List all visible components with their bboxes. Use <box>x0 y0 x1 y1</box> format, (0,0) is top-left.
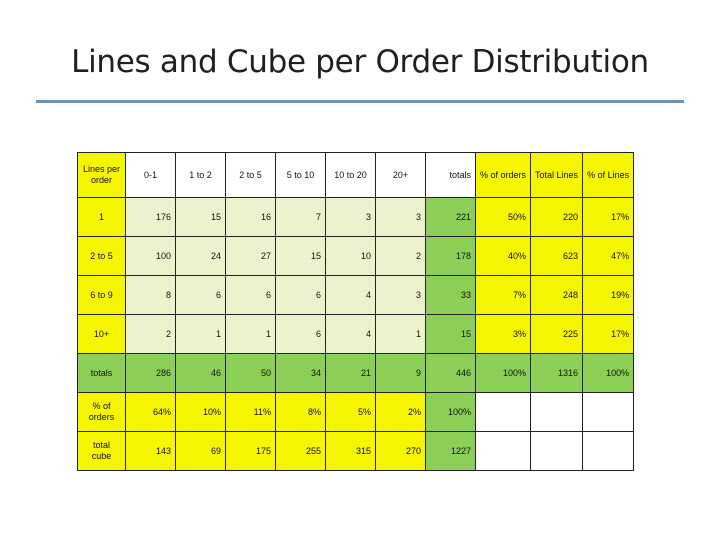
pct-orders-header: % of orders <box>474 152 532 198</box>
table-cell: 8% <box>275 392 326 432</box>
corner-header: Lines per order <box>77 152 126 198</box>
table-cell: 27 <box>225 236 276 276</box>
empty-cell <box>530 392 584 432</box>
table-cell: 16 <box>225 197 276 237</box>
pct-orders-cell: 100% <box>474 353 532 393</box>
table-cell: 4 <box>325 275 376 315</box>
total-lines-header: Total Lines <box>530 152 584 198</box>
empty-cell <box>474 431 532 471</box>
table-cell: 10% <box>175 392 226 432</box>
table-cell: 1 <box>375 314 426 354</box>
table-cell: 64% <box>125 392 176 432</box>
cube-header: 10 to 20 <box>325 152 376 198</box>
total-lines-cell: 225 <box>530 314 584 354</box>
total-cube-row: total cube 143 69 175 255 315 270 1227 <box>77 431 635 471</box>
table-cell: 286 <box>125 353 176 393</box>
table-cell: 2 <box>375 236 426 276</box>
row-label: total cube <box>77 431 126 471</box>
total-lines-cell: 1316 <box>530 353 584 393</box>
table-cell: 143 <box>125 431 176 471</box>
table-cell: 21 <box>325 353 376 393</box>
table-cell: 9 <box>375 353 426 393</box>
cube-header: 2 to 5 <box>225 152 276 198</box>
table-cell: 6 <box>175 275 226 315</box>
row-label: 2 to 5 <box>77 236 126 276</box>
pct-orders-cell: 3% <box>474 314 532 354</box>
row-label: totals <box>77 353 126 393</box>
table-cell: 255 <box>275 431 326 471</box>
table-cell: 6 <box>275 275 326 315</box>
table-row: 2 to 5 100 24 27 15 10 2 178 40% 623 47% <box>77 236 635 276</box>
row-total: 33 <box>425 275 476 315</box>
total-lines-cell: 248 <box>530 275 584 315</box>
slide-title: Lines and Cube per Order Distribution <box>71 44 649 80</box>
distribution-table: Lines per order 0-1 1 to 2 2 to 5 5 to 1… <box>77 152 635 471</box>
table-row: 10+ 2 1 1 6 4 1 15 3% 225 17% <box>77 314 635 354</box>
empty-cell <box>530 431 584 471</box>
cube-header: 5 to 10 <box>275 152 326 198</box>
pct-lines-cell: 19% <box>582 275 635 315</box>
row-label: 1 <box>77 197 126 237</box>
table-cell: 5% <box>325 392 376 432</box>
pct-lines-cell: 17% <box>582 314 635 354</box>
table-cell: 2 <box>125 314 176 354</box>
pct-lines-cell: 100% <box>582 353 635 393</box>
pct-lines-header: % of Lines <box>582 152 635 198</box>
pct-orders-cell: 40% <box>474 236 532 276</box>
table-cell: 7 <box>275 197 326 237</box>
table-cell: 2% <box>375 392 426 432</box>
table-cell: 24 <box>175 236 226 276</box>
table-cell: 1 <box>225 314 276 354</box>
row-total: 100% <box>425 392 476 432</box>
row-total: 1227 <box>425 431 476 471</box>
table-cell: 3 <box>325 197 376 237</box>
table-cell: 10 <box>325 236 376 276</box>
table-cell: 175 <box>225 431 276 471</box>
row-label: 10+ <box>77 314 126 354</box>
empty-cell <box>582 392 635 432</box>
cube-header: 0-1 <box>125 152 176 198</box>
row-total: 178 <box>425 236 476 276</box>
table-cell: 1 <box>175 314 226 354</box>
row-label: % of orders <box>77 392 126 432</box>
table-cell: 15 <box>175 197 226 237</box>
table-cell: 34 <box>275 353 326 393</box>
cube-header: 20+ <box>375 152 426 198</box>
table-cell: 11% <box>225 392 276 432</box>
table-cell: 4 <box>325 314 376 354</box>
table-cell: 6 <box>275 314 326 354</box>
totals-row: totals 286 46 50 34 21 9 446 100% 1316 1… <box>77 353 635 393</box>
table-cell: 6 <box>225 275 276 315</box>
empty-cell <box>474 392 532 432</box>
table-cell: 15 <box>275 236 326 276</box>
pct-orders-row: % of orders 64% 10% 11% 8% 5% 2% 100% <box>77 392 635 432</box>
pct-lines-cell: 17% <box>582 197 635 237</box>
cube-header: 1 to 2 <box>175 152 226 198</box>
table-row: 6 to 9 8 6 6 6 4 3 33 7% 248 19% <box>77 275 635 315</box>
table-row: 1 176 15 16 7 3 3 221 50% 220 17% <box>77 197 635 237</box>
title-divider <box>36 100 684 103</box>
table-cell: 3 <box>375 197 426 237</box>
header-row: Lines per order 0-1 1 to 2 2 to 5 5 to 1… <box>77 152 635 198</box>
row-total: 221 <box>425 197 476 237</box>
pct-lines-cell: 47% <box>582 236 635 276</box>
total-lines-cell: 623 <box>530 236 584 276</box>
pct-orders-cell: 50% <box>474 197 532 237</box>
empty-cell <box>582 431 635 471</box>
table-cell: 270 <box>375 431 426 471</box>
row-label: 6 to 9 <box>77 275 126 315</box>
table-cell: 315 <box>325 431 376 471</box>
table-cell: 8 <box>125 275 176 315</box>
totals-header: totals <box>425 152 476 198</box>
table-cell: 46 <box>175 353 226 393</box>
table-cell: 50 <box>225 353 276 393</box>
table-cell: 176 <box>125 197 176 237</box>
row-total: 446 <box>425 353 476 393</box>
pct-orders-cell: 7% <box>474 275 532 315</box>
row-total: 15 <box>425 314 476 354</box>
table-cell: 3 <box>375 275 426 315</box>
table-cell: 69 <box>175 431 226 471</box>
total-lines-cell: 220 <box>530 197 584 237</box>
table-cell: 100 <box>125 236 176 276</box>
